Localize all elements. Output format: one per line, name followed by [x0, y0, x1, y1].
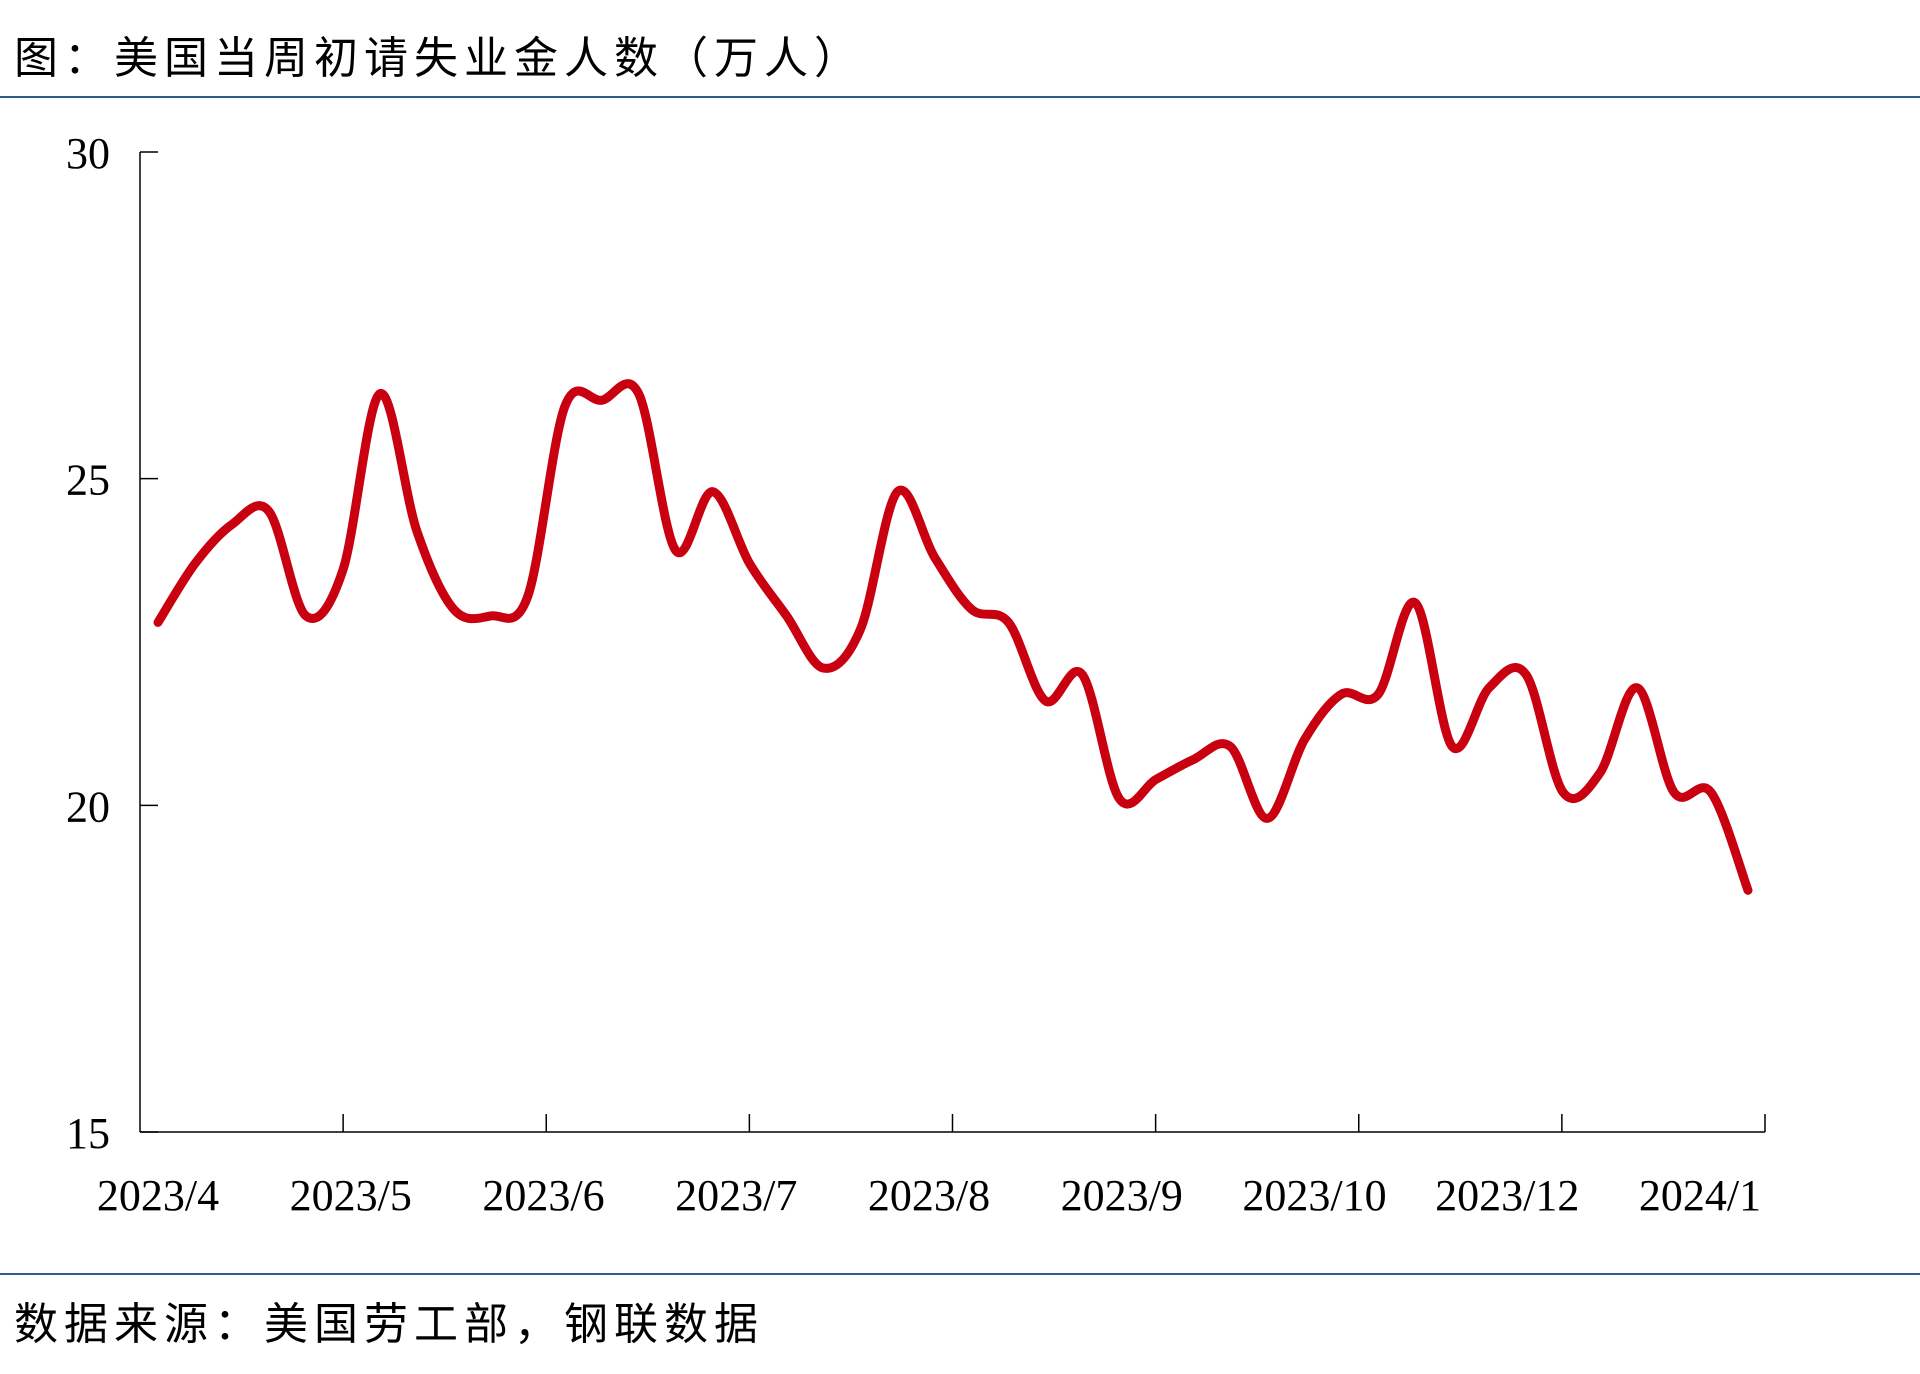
y-tick-label: 30 — [66, 129, 110, 178]
chart-title: 图：美国当周初请失业金人数（万人） — [14, 33, 864, 84]
x-tick-label: 2023/12 — [1435, 1171, 1579, 1220]
data-source-note: 数据来源：美国劳工部，钢联数据 — [14, 1299, 764, 1350]
x-tick-label: 2024/1 — [1639, 1171, 1761, 1220]
x-tick-label: 2023/6 — [482, 1171, 604, 1220]
x-tick-label: 2023/5 — [290, 1171, 412, 1220]
x-tick-label: 2023/9 — [1061, 1171, 1183, 1220]
top-divider — [0, 96, 1920, 98]
y-tick-label: 15 — [66, 1109, 110, 1158]
series-line — [153, 379, 1753, 895]
y-tick-label: 25 — [66, 456, 110, 505]
bottom-divider — [0, 1273, 1920, 1275]
x-tick-label: 2023/8 — [868, 1171, 990, 1220]
x-tick-label: 2023/7 — [675, 1171, 797, 1220]
x-tick-label: 2023/4 — [97, 1171, 219, 1220]
chart-plot-area — [153, 379, 1753, 895]
y-tick-label: 20 — [66, 782, 110, 831]
chart-axes: 15 20 25 30 2023/4 2023/5 2023/6 2023/7 2023/8 20… — [66, 129, 1766, 1220]
x-tick-label: 2023/10 — [1242, 1171, 1386, 1220]
